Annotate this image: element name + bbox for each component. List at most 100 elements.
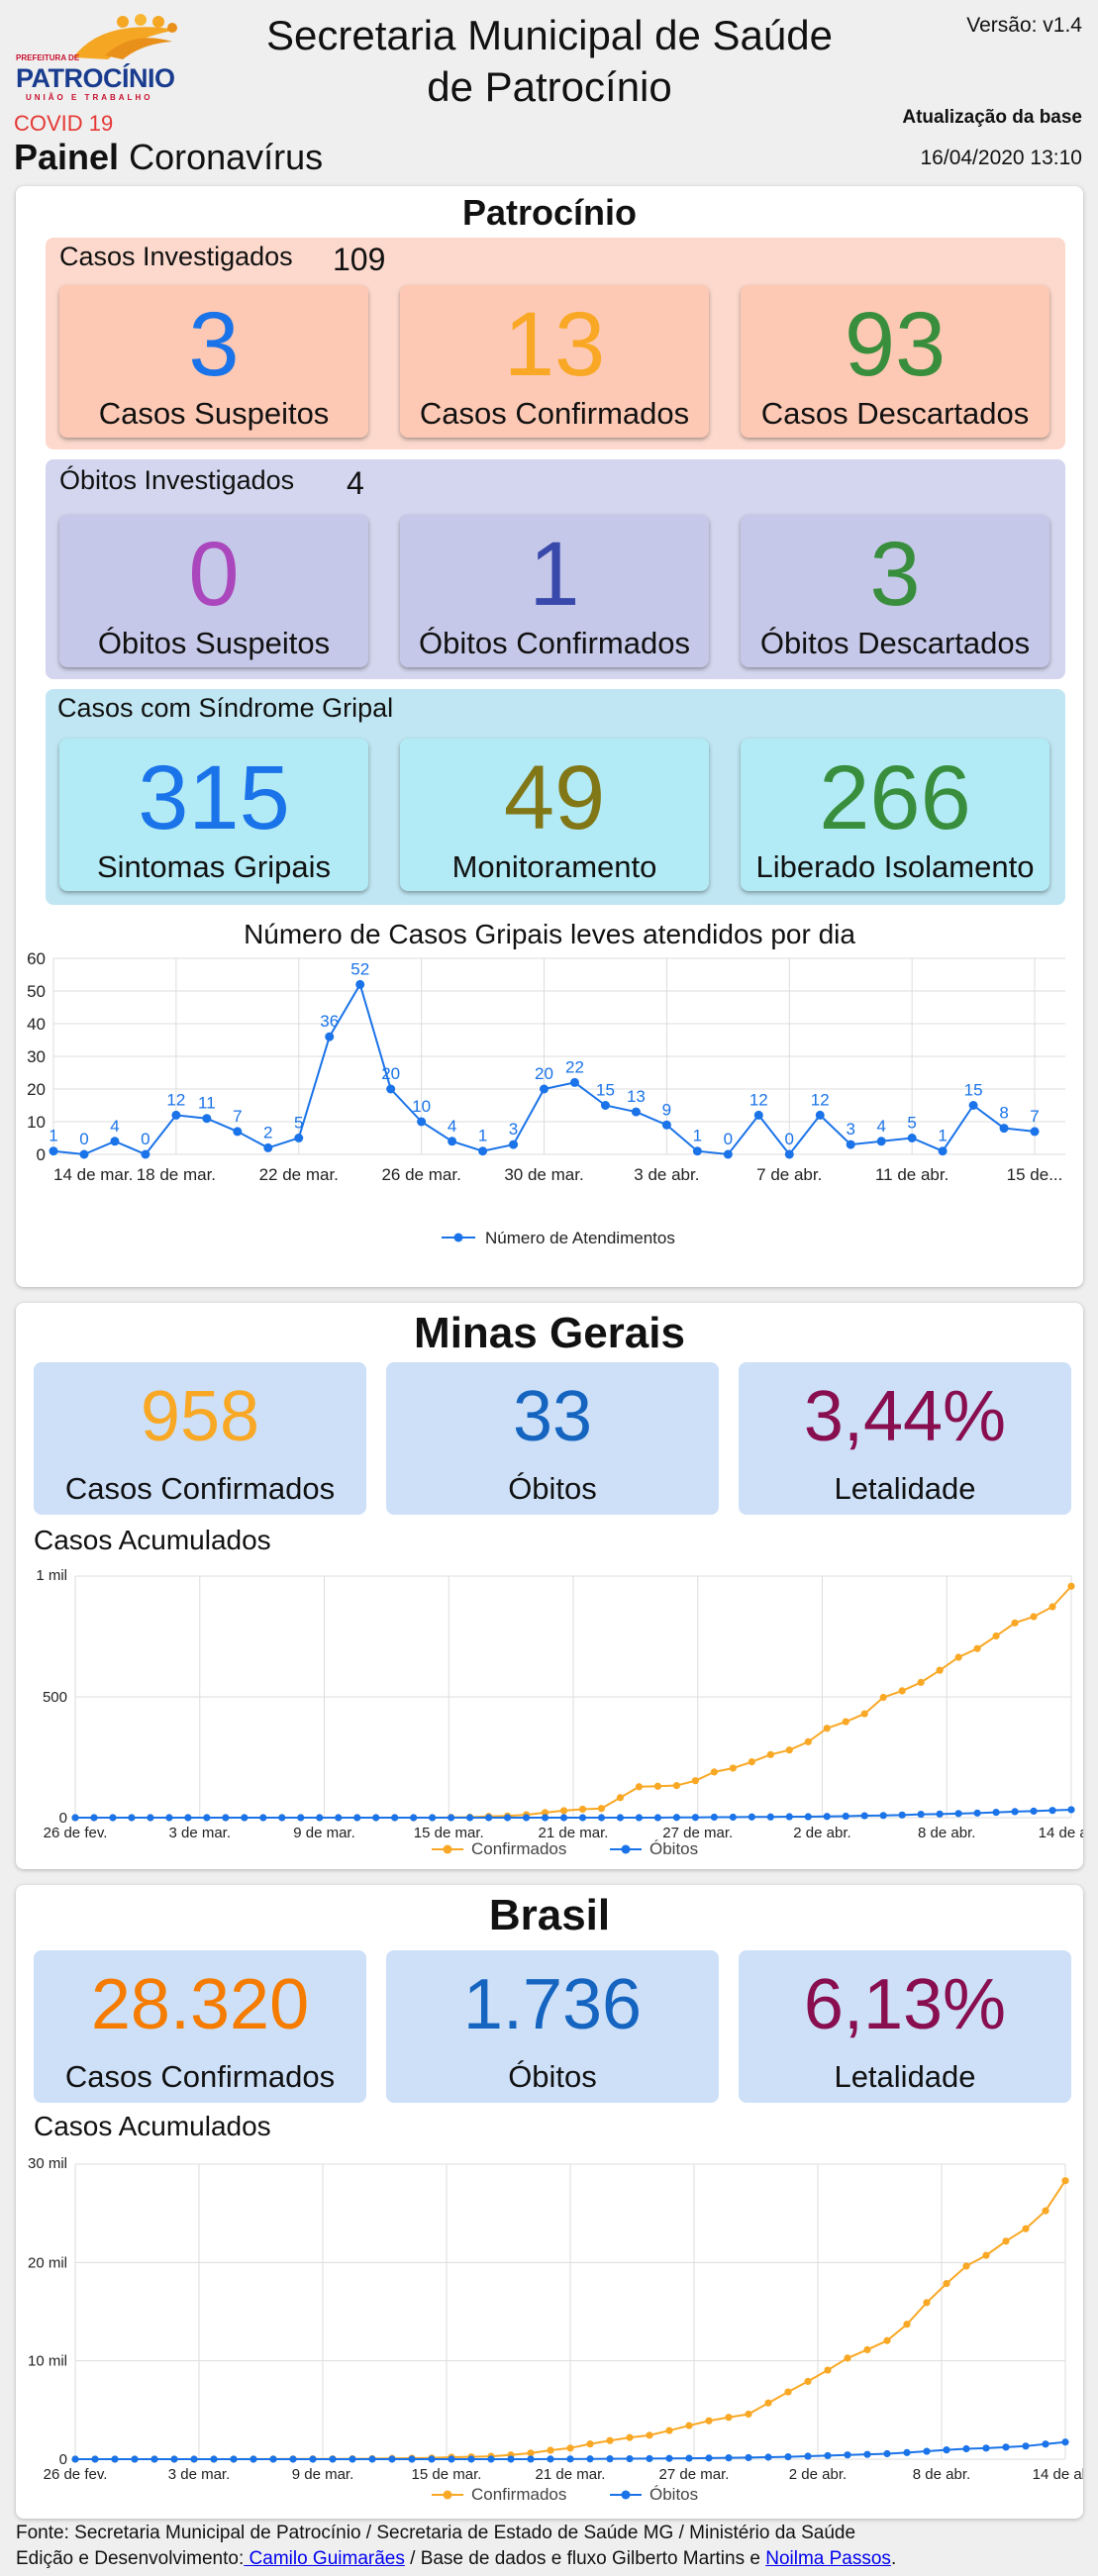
data-label: 5 [294, 1114, 303, 1133]
data-point [753, 1110, 763, 1120]
x-tick-label: 2 de abr. [793, 1825, 850, 1841]
x-tick-label: 3 de mar. [168, 2466, 231, 2483]
data-point [233, 1127, 243, 1137]
casos-investigados-group: Casos Investigados 109 3 Casos Suspeitos… [46, 238, 1065, 449]
data-point [846, 1139, 855, 1149]
data-point [203, 1814, 211, 1822]
data-point [824, 2451, 832, 2460]
data-label: 13 [627, 1087, 646, 1106]
data-point [691, 1777, 699, 1785]
camilo-link[interactable]: Camilo Guimarães [244, 2548, 405, 2569]
data-point [566, 2444, 574, 2452]
data-label: 52 [350, 959, 369, 978]
data-label: 3 [509, 1120, 518, 1139]
casos-descartados-value: 93 [844, 294, 947, 395]
data-point [710, 1768, 718, 1776]
data-point [844, 2451, 851, 2459]
minas-obitos-label: Óbitos [508, 1471, 597, 1506]
liberado-isolamento-card: 266 Liberado Isolamento [741, 739, 1049, 891]
data-point [408, 2455, 416, 2463]
data-point [616, 1794, 625, 1802]
data-point [349, 2455, 356, 2463]
footer-credits-mid: / Base de dados e fluxo Gilberto Martins… [404, 2548, 766, 2569]
legend-marker [621, 1844, 631, 1854]
data-point [665, 2454, 673, 2462]
brasil-section: Brasil 28.320 Casos Confirmados 1.736 Ób… [16, 1885, 1083, 2519]
data-point [785, 1813, 793, 1821]
y-tick-label: 10 mil [28, 2353, 67, 2370]
x-tick-label: 3 de mar. [168, 1825, 231, 1841]
y-tick-label: 10 [27, 1113, 46, 1132]
data-point [973, 1644, 981, 1652]
data-point [1030, 1807, 1038, 1816]
data-point [171, 1110, 181, 1120]
data-point [1042, 2440, 1049, 2448]
data-point [710, 1813, 718, 1822]
data-point [898, 1687, 906, 1695]
x-tick-label: 21 de mar. [539, 1825, 609, 1841]
data-point [597, 1805, 606, 1813]
data-point [646, 2454, 653, 2463]
liberado-isolamento-value: 266 [819, 747, 971, 848]
data-point [954, 1653, 962, 1661]
data-point [259, 1814, 267, 1822]
brasil-letalidade-value: 6,13% [803, 1965, 1007, 2044]
data-point [824, 2366, 832, 2374]
data-point [527, 2455, 535, 2463]
x-tick-label: 26 de mar. [381, 1165, 460, 1184]
data-label: 10 [412, 1097, 431, 1116]
y-tick-label: 20 mil [28, 2254, 67, 2271]
data-point [815, 1110, 825, 1120]
data-point [263, 1142, 273, 1152]
data-point [616, 1814, 625, 1822]
casos-suspeitos-value: 3 [188, 294, 240, 395]
data-point [938, 1146, 948, 1156]
data-point [1067, 1582, 1075, 1590]
data-point [661, 1120, 671, 1130]
data-point [147, 1814, 154, 1822]
legend-label: Confirmados [471, 1839, 566, 1858]
data-point [917, 1678, 925, 1686]
data-label: 12 [811, 1090, 830, 1109]
data-point [509, 1139, 519, 1149]
data-point [606, 2436, 614, 2444]
data-label: 1 [938, 1127, 947, 1145]
data-point [410, 1814, 418, 1822]
brasil-obitos-card: 1.736 Óbitos [386, 1950, 719, 2103]
data-point [109, 1814, 117, 1822]
version-label: Versão: v1.4 [966, 14, 1082, 37]
data-point [646, 2431, 653, 2439]
data-point [1048, 1807, 1056, 1815]
data-label: 0 [724, 1130, 733, 1148]
data-point [316, 1814, 324, 1822]
data-point [578, 1805, 587, 1814]
data-point [764, 2453, 772, 2461]
data-point [962, 2444, 970, 2453]
data-point [170, 2455, 178, 2463]
data-point [79, 1149, 89, 1159]
data-point [522, 1814, 531, 1822]
data-point [992, 1632, 1000, 1640]
data-point [309, 2455, 317, 2463]
data-point [626, 2433, 634, 2441]
x-tick-label: 30 de mar. [504, 1165, 583, 1184]
noilma-link[interactable]: Noilma Passos [765, 2548, 891, 2569]
x-tick-label: 9 de mar. [293, 1825, 355, 1841]
data-point [49, 1146, 58, 1156]
data-point [368, 2455, 376, 2463]
data-point [230, 2455, 238, 2463]
data-label: 9 [662, 1100, 671, 1119]
data-label: 20 [535, 1064, 553, 1083]
prefeitura-logo: PREFEITURA DE PATROCÍNIO UNIÃO E TRABALH… [14, 8, 182, 102]
x-tick-label: 14 de abr. [1039, 1825, 1083, 1841]
data-point [250, 2455, 257, 2463]
data-point [569, 1077, 579, 1087]
data-label: 11 [198, 1094, 216, 1113]
minas-title: Minas Gerais [414, 1309, 685, 1357]
footer-credits: Edição e Desenvolvimento: Camilo Guimarã… [16, 2548, 896, 2570]
data-label: 20 [381, 1064, 400, 1083]
data-label: 22 [565, 1057, 584, 1076]
legend-label: Óbitos [649, 1839, 698, 1858]
data-point [417, 1117, 427, 1127]
